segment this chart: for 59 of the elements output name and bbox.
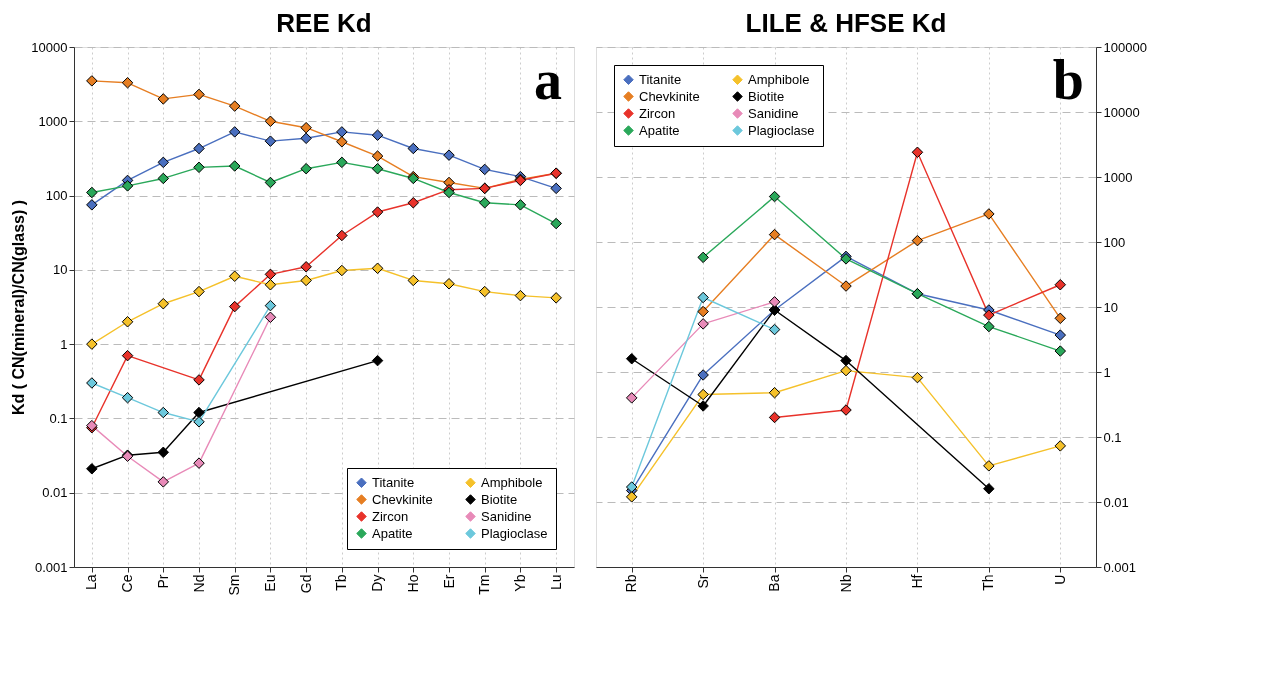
y-tick-label: 0.001 [34,559,68,575]
annotation: b [1052,49,1084,111]
chart-title: LILE & HFSE Kd [745,8,947,38]
x-tick-label: Sm [226,574,243,596]
y-tick-label: 0.1 [49,410,68,426]
y-tick-label: 100 [1103,234,1126,250]
y-tick-label: 100000 [1103,39,1147,55]
legend-label: Titanite [639,71,682,87]
x-tick-label: Sr [694,574,711,589]
annotation: a [534,49,562,111]
y-tick-label: 10000 [1103,104,1140,120]
chart-title: REE Kd [276,8,372,38]
x-tick-label: Tm [476,574,493,595]
x-tick-label: Lu [547,574,564,591]
x-tick-label: Th [980,574,997,591]
x-tick-label: Nb [837,574,854,593]
legend-label: Sanidine [481,508,532,524]
y-tick-label: 0.1 [1103,429,1122,445]
legend-label: Biotite [748,88,785,104]
y-tick-label: 1 [60,336,68,352]
x-tick-label: Er [440,574,457,589]
x-tick-label: Rb [623,574,640,593]
legend-label: Zircon [639,105,676,121]
x-tick-label: Dy [369,574,386,592]
y-tick-label: 1 [1103,364,1111,380]
y-tick-label: 1000 [38,113,68,129]
x-tick-label: Ba [766,574,783,592]
x-tick-label: Pr [154,574,171,589]
x-tick-label: Yb [511,574,528,592]
legend-label: Apatite [372,525,413,541]
y-tick-label: 10 [1103,299,1118,315]
y-tick-label: 0.001 [1103,559,1137,575]
legend-label: Plagioclase [481,525,548,541]
y-tick-label: 10 [53,262,68,278]
y-tick-label: 10000 [31,39,68,55]
x-tick-label: Ho [404,574,421,593]
x-tick-label: Tb [333,574,350,591]
legend-label: Plagioclase [748,122,815,138]
legend-label: Chevkinite [372,491,433,507]
legend-label: Chevkinite [639,88,700,104]
x-tick-label: Gd [297,574,314,594]
y-tick-label: 0.01 [42,485,68,501]
legend-label: Amphibole [481,474,543,490]
legend-label: Amphibole [748,71,810,87]
legend-label: Titanite [372,474,415,490]
y-tick-label: 0.01 [1103,494,1129,510]
x-tick-label: Ce [119,574,136,593]
x-tick-label: La [83,574,100,591]
x-tick-label: Hf [908,574,925,589]
legend-label: Apatite [639,122,680,138]
legend-label: Biotite [481,491,518,507]
legend-label: Zircon [372,508,409,524]
x-tick-label: U [1051,574,1068,585]
y-tick-label: 100 [45,188,68,204]
y-axis-title: Kd ( CN(mineral)/CN(glass) ) [10,199,28,416]
y-tick-label: 1000 [1103,169,1133,185]
legend-label: Sanidine [748,105,799,121]
x-tick-label: Nd [190,574,207,593]
x-tick-label: Eu [261,574,278,592]
